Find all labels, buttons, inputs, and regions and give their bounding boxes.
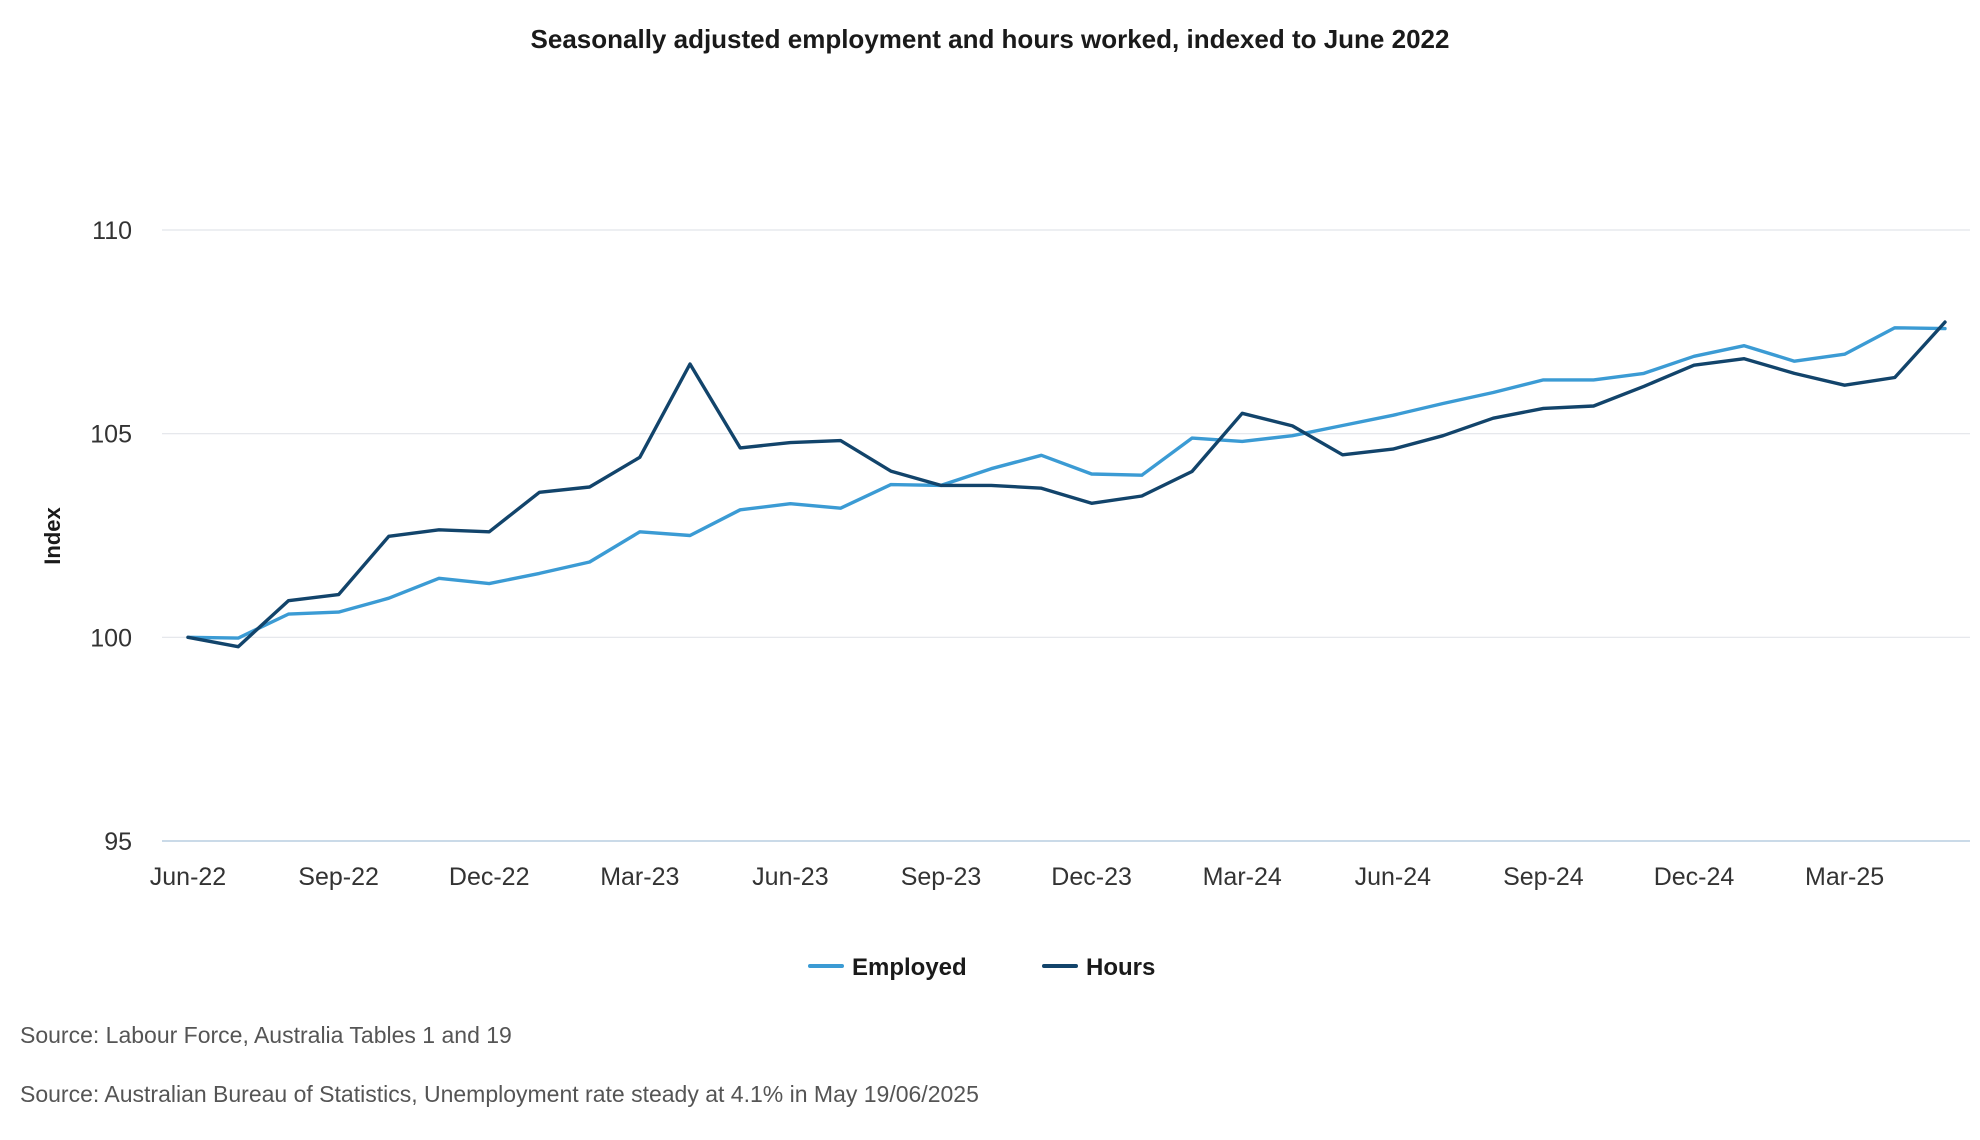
x-tick-label: Sep-22 xyxy=(298,863,379,891)
x-tick-label: Sep-23 xyxy=(901,863,982,891)
series-line-hours xyxy=(186,320,1947,649)
series-line-employed xyxy=(186,326,1947,640)
x-tick-label: Jun-24 xyxy=(1355,863,1432,891)
chart-title: Seasonally adjusted employment and hours… xyxy=(531,24,1450,54)
x-tick-label: Jun-23 xyxy=(752,863,828,891)
y-tick-label: 110 xyxy=(92,217,132,245)
x-tick-label: Dec-23 xyxy=(1051,863,1132,891)
x-tick-label: Mar-24 xyxy=(1203,863,1282,891)
y-tick-label: 100 xyxy=(90,624,132,652)
x-tick-label: Sep-24 xyxy=(1503,863,1584,891)
x-tick-label: Mar-25 xyxy=(1805,863,1884,891)
x-tick-label: Jun-22 xyxy=(150,863,226,891)
legend-label-hours: Hours xyxy=(1086,954,1155,981)
series-lines xyxy=(186,320,1947,649)
x-axis-tick-labels: Jun-22 Sep-22 Dec-22 Mar-23 Jun-23 Sep-23 Dec-… xyxy=(150,863,1884,891)
y-axis-tick-labels: 95 100 105 110 xyxy=(90,217,132,856)
y-tick-label: 105 xyxy=(90,421,132,449)
x-tick-label: Dec-22 xyxy=(449,863,530,891)
legend-label-employed: Employed xyxy=(852,954,967,981)
legend: Employed Hours xyxy=(808,954,1155,981)
y-axis-title: Index xyxy=(40,507,65,565)
source-note-1: Source: Labour Force, Australia Tables 1… xyxy=(20,1022,512,1048)
x-tick-label: Mar-23 xyxy=(600,863,679,891)
gridlines xyxy=(162,229,1970,842)
source-note-2: Source: Australian Bureau of Statistics,… xyxy=(20,1081,979,1107)
y-tick-label: 95 xyxy=(104,828,132,856)
x-tick-label: Dec-24 xyxy=(1654,863,1735,891)
